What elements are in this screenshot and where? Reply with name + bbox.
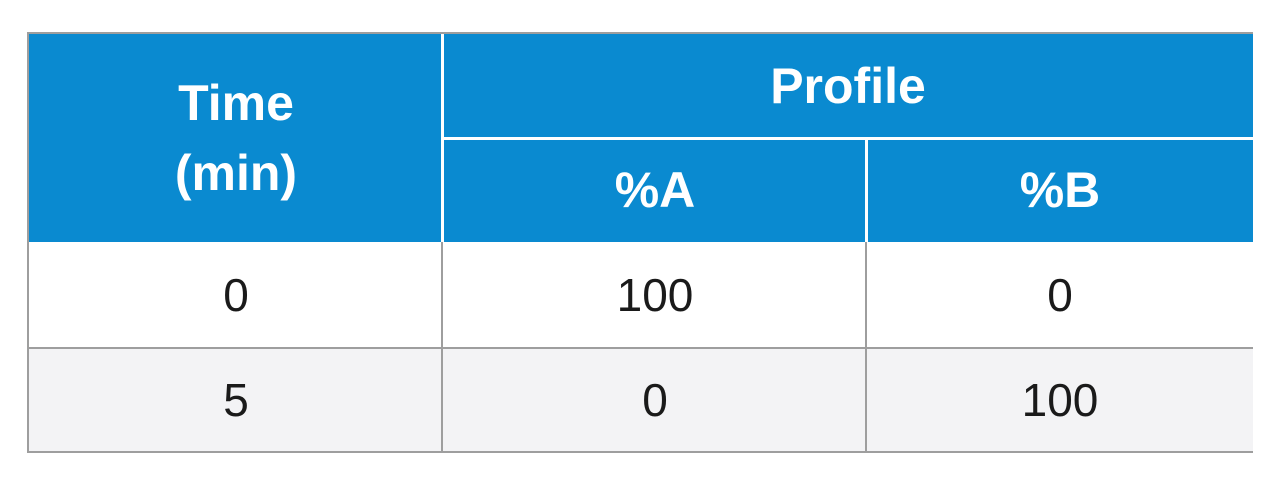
cell: 0	[867, 242, 1253, 348]
cell: 100	[867, 348, 1253, 451]
cell: 0	[29, 242, 443, 348]
header-time: Time (min)	[29, 34, 443, 242]
cell: 100	[443, 242, 867, 348]
header-col: %B	[867, 138, 1253, 242]
gradient-table: Time (min) Profile %A %B 0 100 0 5 0 100	[27, 32, 1253, 453]
divider	[441, 34, 444, 242]
header-col: %A	[443, 138, 867, 242]
divider	[441, 242, 443, 451]
divider	[443, 137, 1253, 140]
header-profile: Profile	[443, 34, 1253, 138]
divider	[29, 347, 1253, 349]
divider	[865, 138, 868, 242]
cell: 5	[29, 348, 443, 451]
cell: 0	[443, 348, 867, 451]
divider	[865, 242, 867, 451]
